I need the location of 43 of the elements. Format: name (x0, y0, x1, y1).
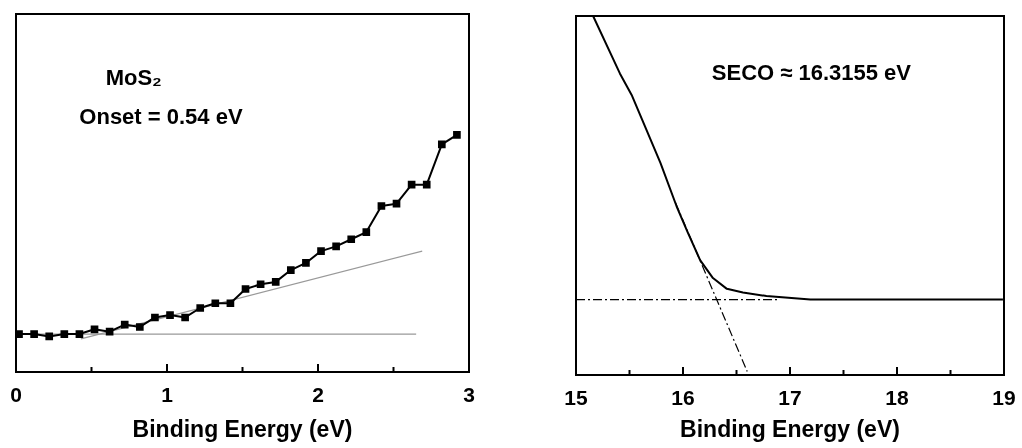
point (241, 285, 250, 293)
point (437, 140, 446, 149)
annotation: SECO ≈ 16.3155 eV (711, 59, 912, 85)
x-tick-label: 3 (463, 383, 475, 407)
x-tick-label: 15 (564, 386, 588, 410)
x-tick-label: 17 (778, 386, 802, 410)
point (317, 247, 325, 255)
x-tick-label: 18 (885, 386, 909, 410)
text: Onset = 0.54 eV (79, 103, 243, 129)
point (166, 311, 174, 319)
point (30, 330, 38, 338)
point (422, 180, 431, 189)
point (135, 323, 144, 331)
x-tick-label: 0 (10, 383, 22, 407)
point (120, 320, 129, 329)
x-axis-title: Binding Energy (eV) (132, 415, 353, 442)
point (45, 332, 54, 341)
x-tick-label: 2 (312, 383, 324, 407)
text: MoS₂ (105, 64, 162, 90)
point (90, 325, 99, 334)
point (211, 299, 220, 308)
point (453, 131, 461, 139)
point (226, 299, 235, 308)
point (60, 330, 69, 338)
point (332, 242, 340, 251)
x-tick-label: 19 (992, 386, 1016, 410)
point (181, 313, 189, 322)
point (16, 330, 23, 338)
point (377, 202, 386, 210)
point (347, 235, 356, 244)
point (256, 280, 265, 289)
point (151, 313, 159, 322)
point (75, 330, 84, 338)
x-tick-label: 1 (161, 383, 174, 407)
point (362, 228, 371, 236)
x-axis-title: Binding Energy (eV) (680, 415, 900, 442)
point (407, 180, 416, 189)
point (271, 278, 280, 286)
point (196, 304, 205, 312)
point (286, 266, 295, 274)
x-tick-label: 16 (671, 386, 695, 410)
point (302, 259, 310, 267)
point (105, 327, 114, 336)
